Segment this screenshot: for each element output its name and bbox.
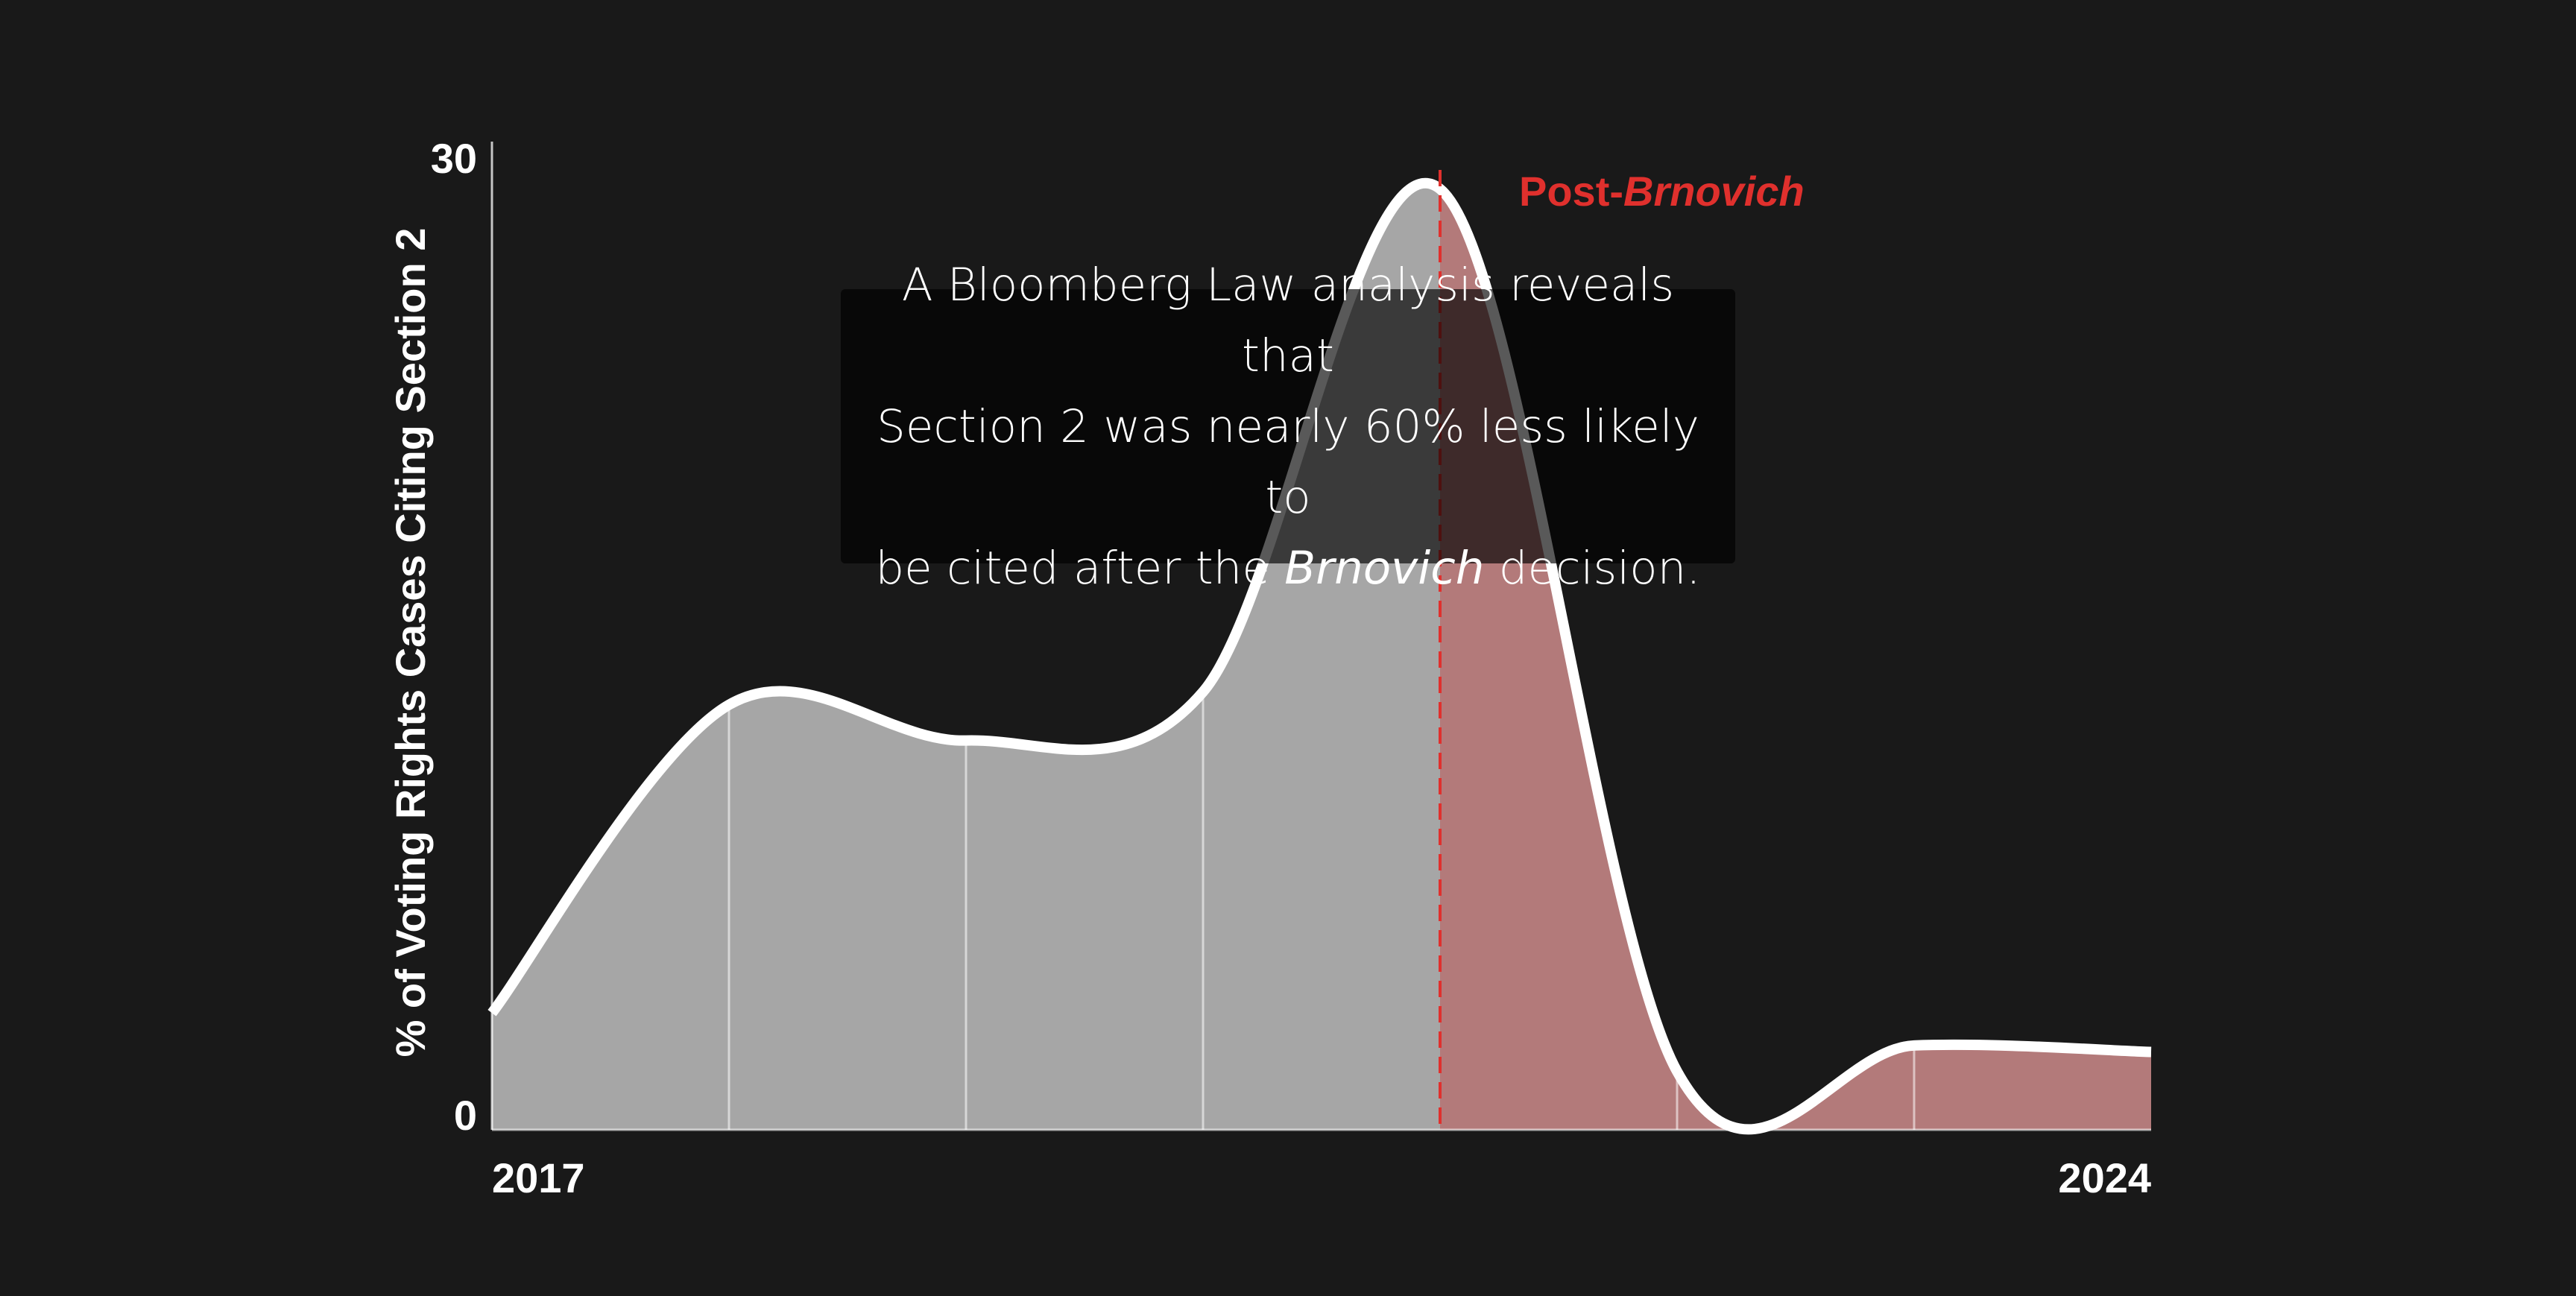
y-tick-label-bottom: 0 xyxy=(454,1092,477,1139)
caption-line-3-italic: Brnovich xyxy=(1284,541,1485,595)
axes xyxy=(490,142,2151,1131)
drop-lines xyxy=(727,692,1916,1130)
caption-line-3-start: be cited after the xyxy=(875,541,1285,595)
x-tick-label-end: 2024 xyxy=(2058,1154,2151,1201)
label-layer: 30 0 2017 2024 % of Voting Rights Cases Citi… xyxy=(387,135,2151,1201)
analysis-caption-box: A Bloomberg Law analysis reveals that Se… xyxy=(841,259,1735,595)
y-axis-title: % of Voting Rights Cases Citing Section … xyxy=(387,228,434,1058)
series-line-layer xyxy=(487,177,2152,1135)
series-line xyxy=(487,177,2152,1135)
analysis-caption: A Bloomberg Law analysis reveals that Se… xyxy=(871,250,1705,604)
y-tick-label-top: 30 xyxy=(431,135,477,182)
caption-line-3-end: decision. xyxy=(1484,541,1701,595)
x-tick-label-start: 2017 xyxy=(492,1154,585,1201)
caption-line-2: Section 2 was nearly 60% less likely to xyxy=(877,399,1699,524)
post-brnovich-label-italic: Brnovich xyxy=(1623,168,1805,215)
post-brnovich-label-prefix: Post- xyxy=(1519,168,1623,215)
post-brnovich-label: Post-Brnovich xyxy=(1519,168,1805,215)
annotation-layer: Post-Brnovich xyxy=(1439,168,1805,1130)
caption-line-1: A Bloomberg Law analysis reveals that xyxy=(901,258,1675,382)
